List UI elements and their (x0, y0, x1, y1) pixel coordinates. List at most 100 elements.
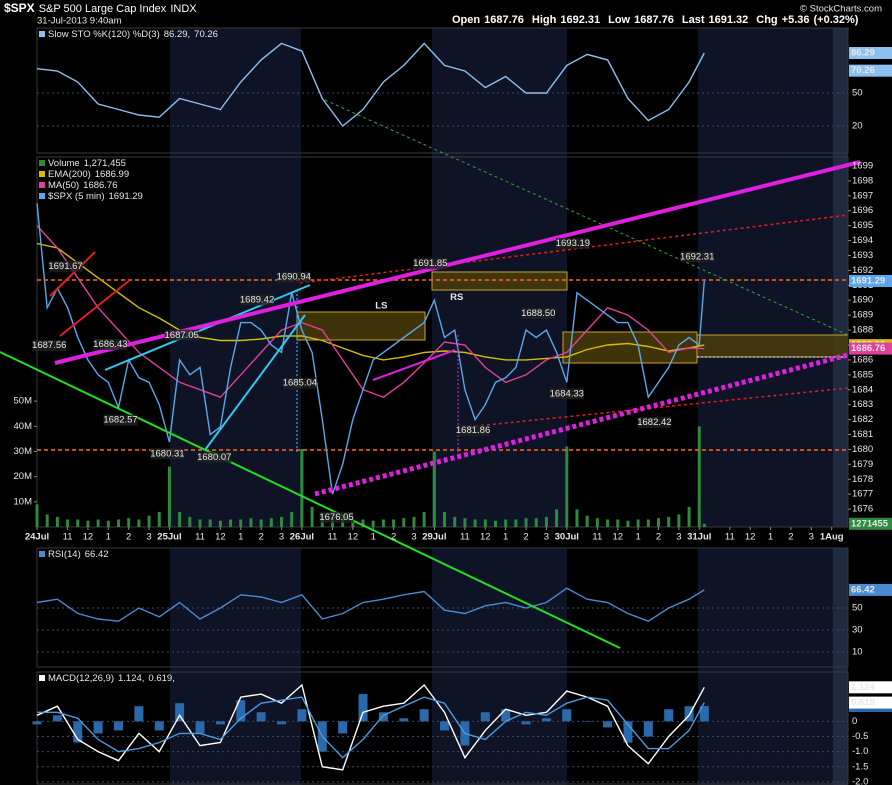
y-tick-label: 1676 (852, 504, 873, 515)
legend-entry: $SPX (5 min) 1691.29 (48, 191, 143, 202)
callout: 1684.33 (550, 388, 584, 399)
y-tick-label: 1699 (852, 160, 873, 171)
quote-label: Low (608, 14, 630, 26)
legend-swatch (39, 193, 45, 199)
callout-bg (276, 271, 311, 283)
y-tick-label: 1678 (852, 474, 873, 485)
y-tick-label: -1.5 (852, 761, 868, 772)
y2-tick-label: 50M (14, 396, 33, 407)
bar (699, 706, 709, 722)
bar (626, 520, 630, 527)
bar (453, 516, 457, 527)
bar (381, 519, 385, 527)
drawn-boxes (296, 271, 849, 364)
x-tick-label: 1 (768, 532, 773, 543)
x-tick-label: 2 (126, 532, 131, 543)
bar (167, 466, 171, 527)
bar (137, 519, 141, 527)
bar (178, 511, 182, 527)
y-tick-label: 1695 (852, 220, 873, 231)
y-tick-label: 50 (852, 603, 863, 614)
axis-value-label: 70.26 (851, 65, 875, 76)
axis-value-box (849, 681, 892, 694)
legend-entry: EMA(200) 1686.99 (48, 169, 129, 180)
pattern-label: LS (375, 301, 387, 312)
legend-entry: Slow STO %K(120) %D(3) 86.29, 70.26 (48, 29, 218, 40)
bar (277, 721, 287, 725)
callout-bg (32, 340, 67, 352)
x-tick-label: 12 (745, 532, 756, 543)
y-tick-label: -1.0 (852, 746, 868, 757)
callout-bg (93, 338, 128, 350)
bar (358, 694, 368, 722)
bar (623, 721, 633, 743)
callout: 1687.05 (165, 330, 199, 341)
copyright: © StockCharts.com (800, 4, 882, 15)
bar (702, 523, 706, 527)
trend-line (0, 351, 621, 649)
series-line (36, 242, 705, 361)
bar (195, 721, 205, 734)
bar (585, 515, 589, 527)
legend-reading: 70.26 (194, 29, 218, 40)
bar (504, 519, 508, 527)
x-tick-label: 1 (635, 532, 640, 543)
callout: 1690.94 (277, 272, 311, 283)
callout: 1687.56 (32, 340, 66, 351)
y-tick-label: 1692 (852, 265, 873, 276)
callout: 1691.85 (413, 258, 447, 269)
bar (218, 520, 222, 527)
quote-label: High (532, 14, 557, 26)
bar (595, 518, 599, 527)
axis-value-box (849, 274, 892, 287)
callout-bg (103, 414, 138, 426)
bar (351, 519, 355, 527)
x-tick-label: 2 (656, 532, 661, 543)
y2-tick-label: 10M (14, 496, 33, 507)
bar (297, 709, 307, 722)
bar (643, 721, 653, 737)
bar (127, 518, 131, 527)
bar (432, 451, 436, 527)
legend-name: $SPX (5 min) (48, 191, 105, 202)
bar (256, 712, 266, 722)
bar (114, 721, 124, 731)
bar (575, 509, 579, 527)
x-tick-label: 3 (146, 532, 151, 543)
y2-tick-label: 40M (14, 421, 33, 432)
bar (117, 519, 121, 527)
callout-bg (319, 511, 354, 523)
callout: 1689.42 (240, 294, 274, 305)
legend-reading: 0.619, (148, 673, 174, 684)
symbol: $SPX (4, 1, 35, 15)
callout-bg (456, 425, 491, 437)
bar (687, 506, 691, 527)
x-tick-label: 12 (83, 532, 94, 543)
bar (269, 518, 273, 527)
callout: 1693.19 (556, 238, 590, 249)
bar (280, 516, 284, 527)
y-tick-label: 1681 (852, 429, 873, 440)
legend-reading: 1686.99 (95, 169, 129, 180)
x-tick-label: 11 (63, 532, 73, 543)
callout-bg (150, 448, 185, 460)
bar (157, 511, 161, 527)
legend-name: MA(50) (48, 180, 79, 191)
bar (310, 506, 314, 527)
y-tick-label: 1684 (852, 384, 873, 395)
bar (35, 504, 39, 527)
x-tick-label: 2 (788, 532, 793, 543)
shade-box (696, 334, 849, 358)
bar (402, 518, 406, 527)
axis-value-label: 1271455 (851, 518, 889, 529)
legend-name: MACD(12,26,9) (48, 673, 114, 684)
bar (677, 514, 681, 527)
bar (493, 520, 497, 527)
y-tick-label: 30 (852, 625, 863, 636)
bar (338, 721, 348, 734)
x-tick-label: 1Aug (820, 532, 844, 543)
bar (45, 514, 49, 527)
legend-reading: 66.42 (85, 549, 109, 560)
